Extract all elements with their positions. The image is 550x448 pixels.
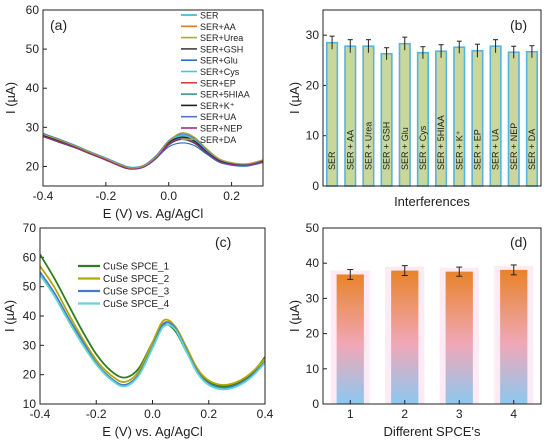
y-tick-label: 10 <box>306 362 320 376</box>
legend-entry: SER+DA <box>200 135 236 145</box>
x-tick-label: -0.2 <box>86 407 107 421</box>
y-tick-label: 60 <box>23 250 37 264</box>
x-axis-label: E (V) vs. Ag/AgCl <box>103 206 204 221</box>
legend-entry: SER+AA <box>200 22 236 32</box>
x-tick-label: -0.4 <box>30 407 51 421</box>
legend-entry: SER+NEP <box>200 124 242 134</box>
y-tick-label: 10 <box>23 397 37 411</box>
bar <box>445 271 473 404</box>
series-line-2 <box>40 265 265 386</box>
y-tick-label: 30 <box>23 338 37 352</box>
bar-label: SER + UA <box>491 129 501 170</box>
y-tick-label: 50 <box>306 221 320 235</box>
legend-entry: SER+EP <box>200 78 236 88</box>
x-tick-label: 0.2 <box>200 407 217 421</box>
y-tick-label: 20 <box>306 78 320 92</box>
y-tick-label: 40 <box>23 309 37 323</box>
x-axis-label: Interferences <box>394 194 470 209</box>
y-tick-label: 30 <box>26 120 40 134</box>
legend-entry: CuSe SPCE_2 <box>103 274 170 285</box>
bar-label: SER + Glu <box>400 127 410 170</box>
y-tick-label: 0 <box>312 179 319 193</box>
y-axis-label: I (µA) <box>287 82 302 114</box>
panel-label: (b) <box>510 17 527 33</box>
y-tick-label: 50 <box>26 42 40 56</box>
bar-label: SER + K⁺ <box>454 130 464 170</box>
series-line-3 <box>40 271 265 389</box>
x-tick-label: 0.0 <box>144 407 161 421</box>
y-tick-label: 20 <box>26 159 40 173</box>
y-tick-label: 40 <box>306 256 320 270</box>
y-axis-label: I (µA) <box>3 82 18 114</box>
y-tick-label: 70 <box>23 221 37 235</box>
bar-label: SER <box>327 151 337 170</box>
bar <box>336 274 364 404</box>
y-tick-label: 50 <box>23 280 37 294</box>
plot-frame <box>39 227 266 405</box>
series-line-12 <box>43 132 263 169</box>
x-tick-label: 0.2 <box>223 189 240 203</box>
legend-entry: SER+5HIAA <box>200 90 250 100</box>
legend-entry: SER+GSH <box>200 44 243 54</box>
x-axis-label: E (V) vs. Ag/AgCl <box>102 424 203 439</box>
legend-entry: CuSe SPCE_3 <box>103 287 170 298</box>
x-tick-label: 3 <box>456 407 463 421</box>
y-tick-label: 40 <box>26 81 40 95</box>
legend-entry: SER+Cys <box>200 67 240 77</box>
legend-entry: SER+K⁺ <box>200 101 235 111</box>
bar-label: SER + GSH <box>382 122 392 170</box>
bar <box>391 270 419 404</box>
bar-label: SER + AA <box>345 130 355 170</box>
legend-entry: CuSe SPCE_4 <box>103 299 170 310</box>
panel-label: (a) <box>50 17 67 33</box>
bar-label: SER + 5HIAA <box>436 115 446 170</box>
panel-label: (d) <box>510 234 527 250</box>
y-axis-label: I (µA) <box>2 300 17 332</box>
y-tick-label: 30 <box>306 291 320 305</box>
bar-label: SER + Urea <box>363 122 373 170</box>
y-tick-label: 0 <box>312 397 319 411</box>
legend-entry: SER <box>200 11 219 21</box>
y-tick-label: 60 <box>26 3 40 17</box>
panel-c: 10 20 30 40 50 60 70 -0.4 -0.2 0.0 0.2 0.4 E (V) vs.… <box>2 221 274 439</box>
bar-label: SER + NEP <box>509 123 519 170</box>
legend-entry: SER+UA <box>200 112 236 122</box>
series-line-11 <box>43 135 263 170</box>
plot-frame <box>42 9 264 187</box>
series-group <box>40 253 265 391</box>
plot-frame <box>322 9 542 187</box>
bar-label: SER + Cys <box>418 125 428 170</box>
bar-label: SER + EP <box>472 129 482 170</box>
x-tick-label: -0.2 <box>96 189 117 203</box>
bar <box>500 269 528 404</box>
panel-label: (c) <box>215 234 231 250</box>
y-tick-label: 10 <box>306 129 320 143</box>
y-tick-label: 30 <box>306 28 320 42</box>
x-tick-label: 4 <box>510 407 517 421</box>
x-tick-label: -0.4 <box>33 189 54 203</box>
panel-b: 0 10 20 30 Interferences I (µA) (b) SER SER + AA… <box>287 9 542 209</box>
y-tick-label: 20 <box>23 368 37 382</box>
series-group <box>43 132 263 170</box>
legend-entry: CuSe SPCE_1 <box>103 262 170 273</box>
panel-a: 20 30 40 50 60 -0.4 -0.2 0.0 0.2 E (V) vs. Ag/AgC… <box>3 3 264 221</box>
x-tick-label: 2 <box>401 407 408 421</box>
bar-label: SER + DA <box>527 129 537 170</box>
y-tick-label: 20 <box>306 327 320 341</box>
legend-entry: SER+Glu <box>200 56 238 66</box>
x-tick-label: 0.4 <box>257 407 274 421</box>
plot-frame <box>322 227 542 405</box>
series-line-4 <box>40 274 265 391</box>
legend-entry: SER+Urea <box>200 33 243 43</box>
x-tick-label: 0.0 <box>160 189 177 203</box>
x-tick-label: 1 <box>347 407 354 421</box>
y-axis-label: I (µA) <box>287 300 302 332</box>
panel-d: 0 10 20 30 40 50 Different SPCE's I (µA) (d) 1 2 3 4 <box>287 221 542 439</box>
x-axis-label: Different SPCE's <box>384 424 481 439</box>
